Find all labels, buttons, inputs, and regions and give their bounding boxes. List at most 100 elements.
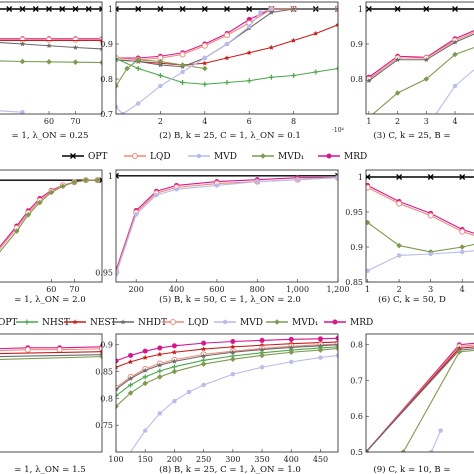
opt-marker — [179, 6, 186, 12]
x-tick-label: 100 — [108, 455, 123, 464]
mvd1-marker — [200, 361, 207, 367]
mvd1-marker — [25, 212, 32, 218]
series-group — [366, 6, 474, 130]
nest-marker — [157, 351, 163, 357]
nhst-marker — [157, 368, 163, 374]
mvd-marker — [230, 372, 236, 377]
nest-marker — [224, 55, 230, 61]
series-line-nest — [0, 351, 102, 355]
y-tick-label: 0.9 — [100, 341, 113, 350]
x-tick-label: 200 — [167, 455, 182, 464]
nhdt-marker — [335, 6, 338, 12]
mvd1-marker — [48, 189, 55, 196]
nhdt-marker — [200, 353, 207, 359]
series-line-nest — [366, 346, 474, 452]
nhdt-marker — [157, 362, 163, 368]
x-tick-label: 1 — [365, 285, 370, 294]
nest-marker — [99, 348, 102, 354]
x-tick-label: 600 — [209, 285, 224, 294]
y-tick-label: 0.95 — [95, 268, 113, 277]
nhdt-marker — [335, 341, 338, 347]
y-tick-label: 0.8 — [100, 394, 113, 403]
series-group — [366, 174, 474, 273]
opt-marker — [70, 153, 76, 159]
x-tick-label: 800 — [250, 285, 265, 294]
mvd1-marker — [124, 65, 130, 72]
mvd-marker — [429, 449, 434, 452]
series-line-mvd — [0, 110, 23, 113]
x-tick-label: 200 — [129, 285, 144, 294]
lqd-marker — [24, 346, 31, 353]
x-tick-label: 1,000 — [286, 285, 309, 294]
x-tick-label: 400 — [169, 285, 184, 294]
opt-marker — [201, 6, 208, 12]
mvd1-marker — [335, 345, 338, 352]
legend-label: NHST — [42, 318, 70, 328]
axes-frame — [365, 1, 474, 115]
mrd-marker — [171, 343, 177, 349]
nhdt-marker — [120, 319, 126, 325]
mvd1-marker — [116, 83, 119, 89]
opt-marker — [59, 6, 66, 12]
nhdt-marker — [394, 56, 401, 63]
mvd-marker — [366, 268, 370, 273]
mvd-marker — [424, 126, 428, 130]
opt-marker — [32, 6, 39, 12]
lqd-marker — [56, 346, 63, 353]
mvd1-marker — [400, 449, 407, 452]
mvd-marker — [116, 104, 119, 110]
opt-marker — [224, 6, 230, 12]
axes-frame — [115, 1, 339, 115]
mvd1-marker — [36, 199, 43, 206]
series-line-lqd — [0, 348, 102, 352]
series-group — [116, 6, 338, 114]
panel-caption: (6) C, k = 50, D — [378, 294, 446, 305]
opt-marker — [157, 6, 164, 12]
x-tick-label: 60 — [44, 117, 54, 126]
nhst-marker — [202, 81, 208, 87]
nhst-marker — [157, 73, 163, 78]
nest-marker — [313, 30, 319, 36]
y-tick-label: 0.9 — [350, 40, 363, 49]
y-tick-label: 0.7 — [100, 110, 113, 119]
panel-caption: (2) B, k = 25, C = 1, λ_ON = 0.1 — [159, 130, 301, 141]
mvd-marker — [172, 398, 177, 404]
series-group — [366, 342, 474, 452]
mvd-marker — [269, 6, 274, 12]
series-group — [0, 177, 102, 253]
nest-marker — [99, 37, 102, 43]
y-tick-label: 0.8 — [100, 75, 113, 84]
series-line-mrd — [116, 177, 338, 271]
nest-marker — [268, 44, 275, 50]
mvd1-marker — [99, 353, 102, 360]
series-line-nhst — [116, 346, 338, 397]
nest-marker — [246, 49, 252, 56]
series-line-mrd — [367, 184, 474, 234]
y-tick-label: 0.85 — [95, 368, 113, 377]
mvd-marker — [120, 111, 125, 114]
opt-marker — [46, 6, 52, 12]
mrd-marker — [335, 335, 338, 341]
opt-marker — [394, 6, 401, 12]
mvd-marker — [136, 101, 141, 106]
opt-marker — [423, 6, 430, 12]
mvd1-marker — [46, 59, 52, 65]
mvd1-marker — [366, 219, 371, 226]
opt-marker — [116, 6, 119, 12]
opt-marker — [427, 174, 434, 180]
nhst-marker — [135, 66, 141, 71]
series-line-mvd1 — [116, 59, 205, 87]
series-line-lqd — [116, 8, 338, 61]
panel-caption: (8) B, k = 25, C = 1, λ_ON = 1.0 — [159, 464, 301, 474]
nhst-marker — [335, 344, 338, 350]
mvd1-marker — [396, 242, 402, 249]
nest-marker — [335, 21, 338, 28]
series-line-mvd — [435, 69, 474, 114]
legend-label: MRD — [350, 318, 373, 328]
x-tick-label: 70 — [69, 285, 79, 294]
nhst-marker — [268, 74, 274, 80]
mvd1-marker — [72, 59, 79, 65]
opt-marker — [459, 174, 466, 180]
x-tick-label: 1 — [366, 117, 371, 126]
